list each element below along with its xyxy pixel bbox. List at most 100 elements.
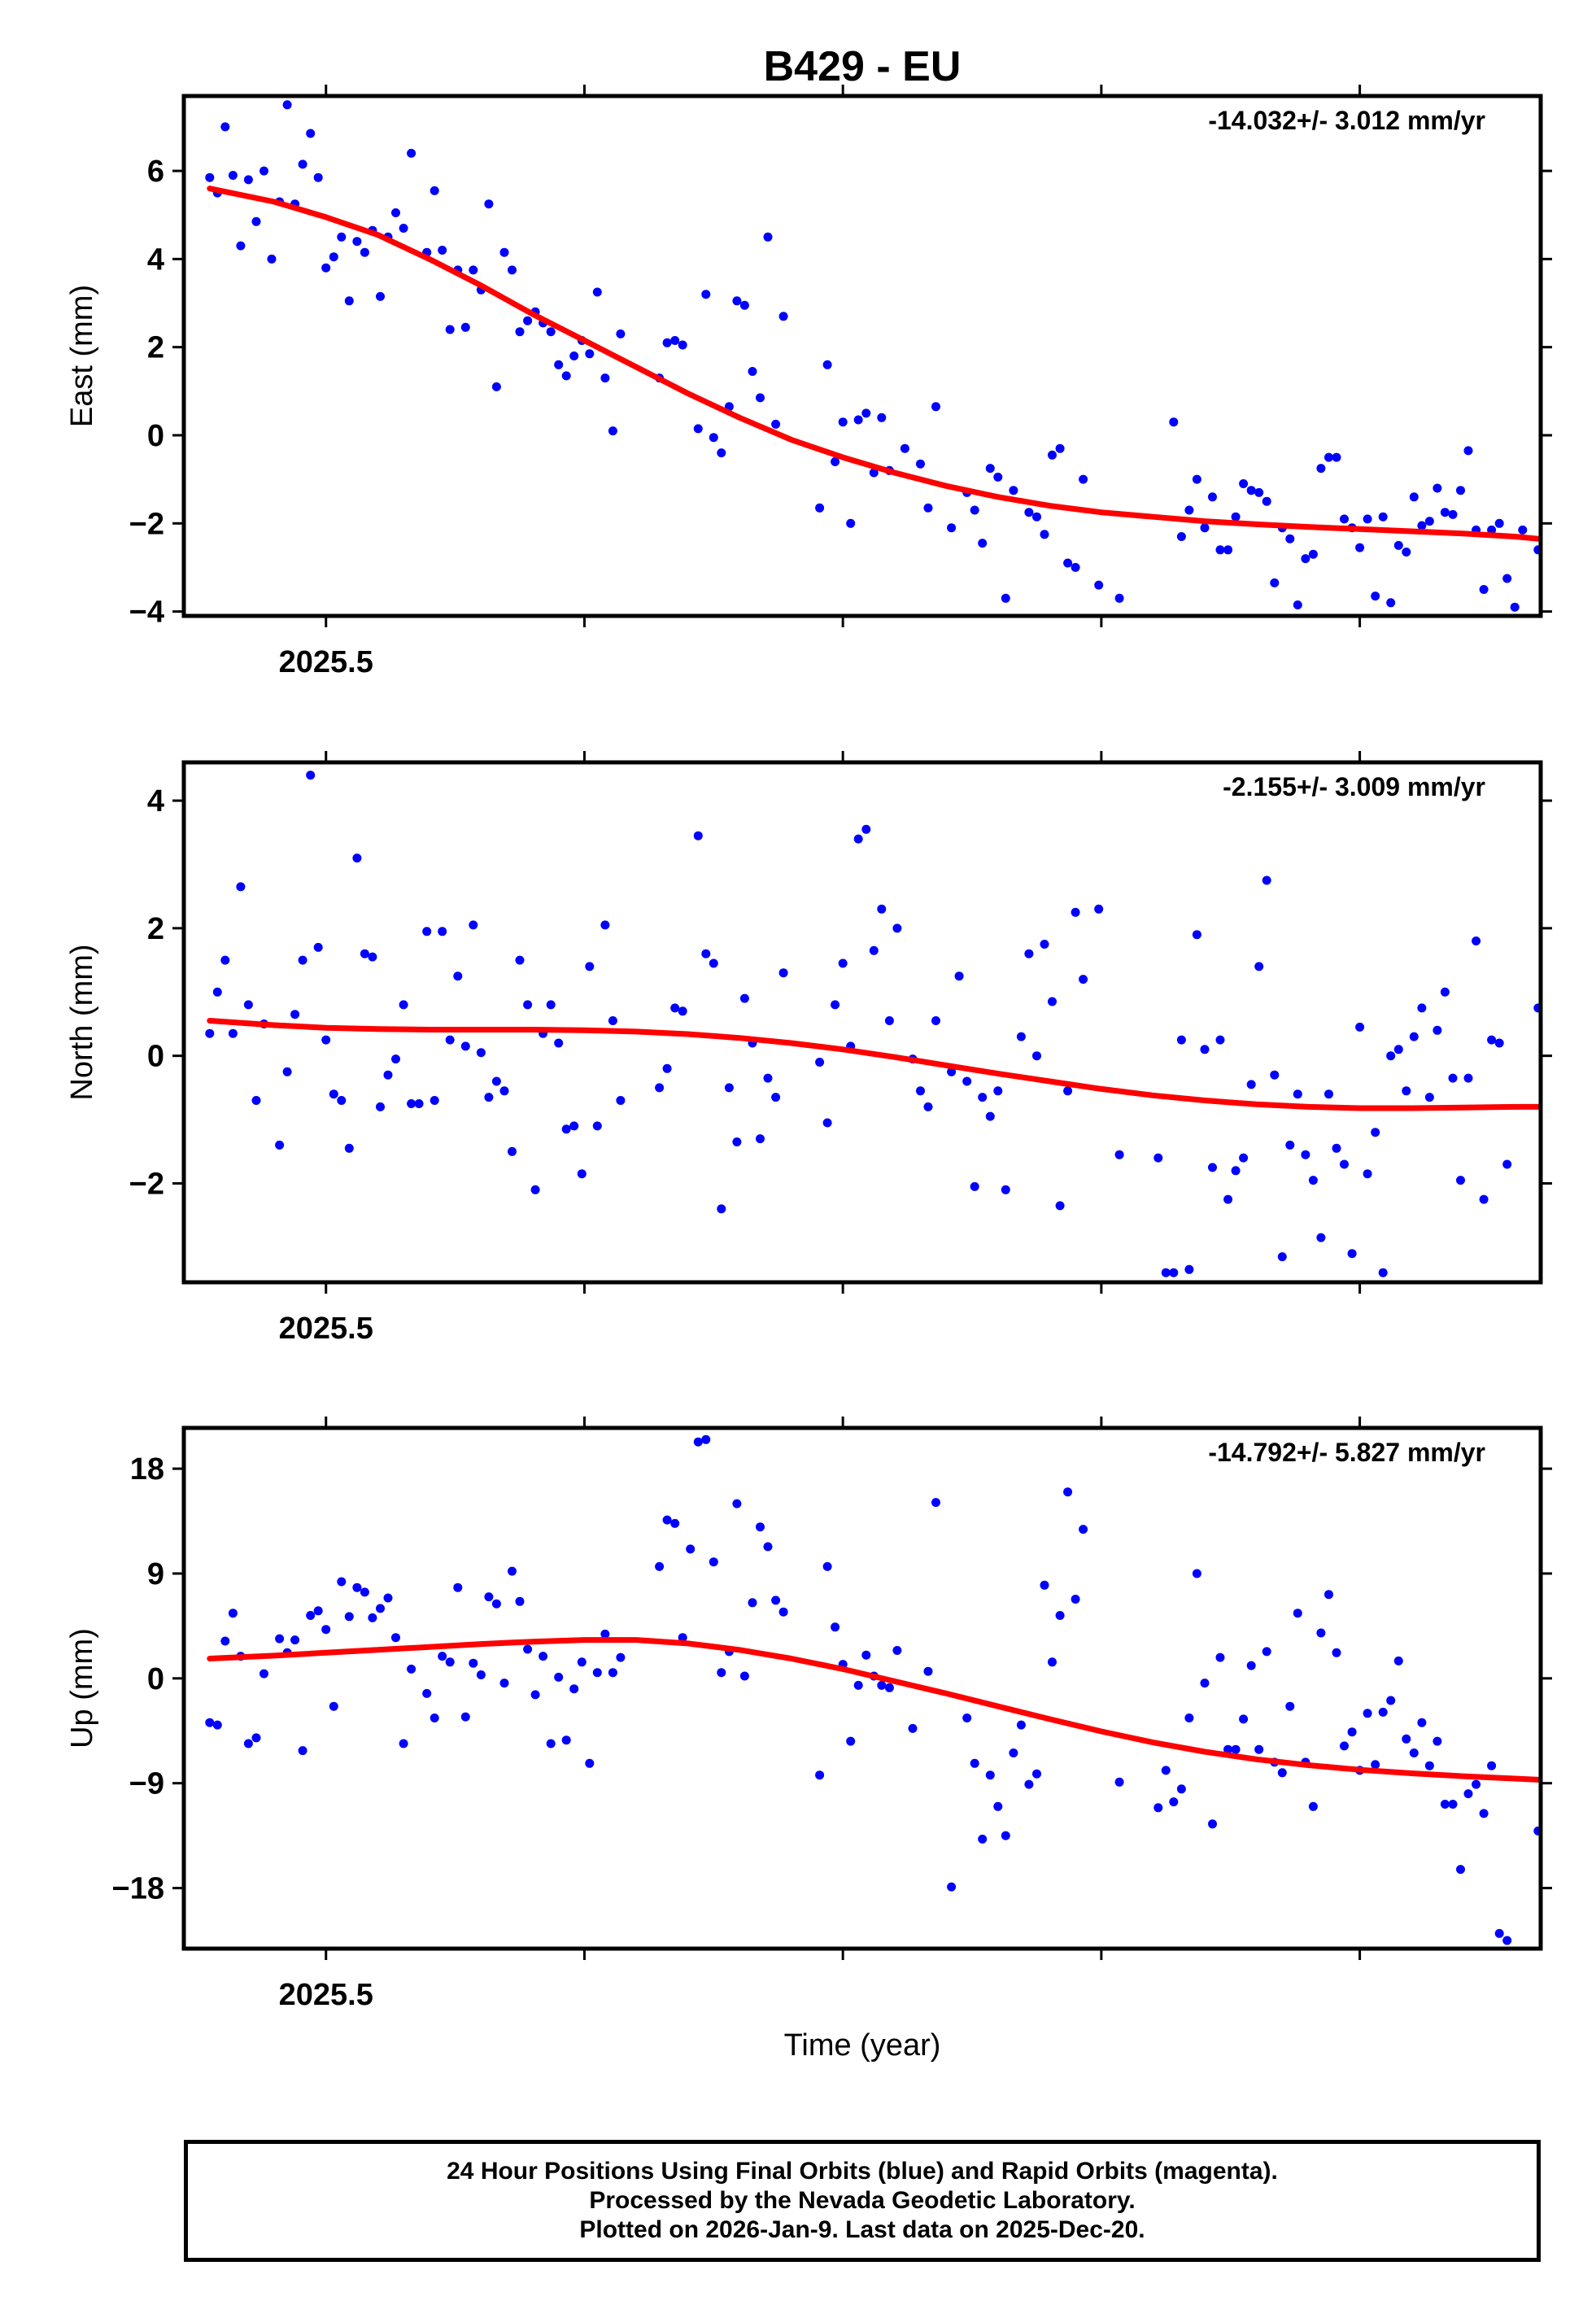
data-point: [616, 1096, 626, 1105]
data-point: [1024, 949, 1034, 958]
data-point: [1094, 904, 1104, 914]
data-point: [931, 1498, 940, 1508]
data-point: [1518, 525, 1528, 535]
data-point: [368, 952, 377, 962]
data-point: [530, 1690, 540, 1700]
data-point: [376, 1604, 385, 1613]
data-point: [1479, 1809, 1489, 1818]
data-point: [290, 1010, 300, 1019]
data-point: [205, 172, 215, 182]
data-point: [484, 1093, 494, 1102]
data-point: [438, 246, 447, 255]
data-point: [1184, 505, 1194, 515]
data-point: [585, 1758, 595, 1768]
data-point: [1270, 1070, 1280, 1080]
data-point: [469, 265, 478, 275]
data-point: [600, 373, 610, 383]
data-point: [445, 325, 455, 334]
data-point: [438, 1652, 447, 1661]
data-point: [970, 1758, 979, 1768]
data-point: [1016, 1720, 1026, 1730]
data-point: [1340, 1159, 1349, 1169]
data-point: [846, 518, 856, 528]
data-point: [1285, 534, 1295, 544]
data-point: [831, 457, 840, 466]
data-point: [600, 920, 610, 930]
data-point: [1048, 1657, 1057, 1667]
data-point: [1347, 1727, 1357, 1737]
data-point: [282, 1067, 292, 1076]
data-point: [1301, 554, 1310, 564]
data-point: [701, 290, 711, 299]
footer-note: 24 Hour Positions Using Final Orbits (bl…: [184, 2140, 1541, 2262]
data-point: [732, 1499, 742, 1508]
data-point: [438, 927, 447, 936]
data-point: [931, 1016, 940, 1025]
data-point: [352, 237, 362, 247]
data-point: [1009, 486, 1018, 495]
data-point: [422, 927, 432, 936]
data-point: [739, 1671, 749, 1681]
data-point: [515, 1596, 525, 1606]
data-point: [1016, 1032, 1026, 1041]
data-point: [1001, 593, 1010, 603]
data-point: [861, 408, 871, 418]
data-point: [290, 1635, 300, 1645]
data-point: [499, 1086, 509, 1096]
data-point: [259, 1669, 268, 1679]
data-point: [1316, 1233, 1326, 1242]
north-points: [205, 771, 1541, 1277]
data-point: [352, 1583, 362, 1592]
data-point: [585, 349, 595, 359]
data-point: [243, 175, 253, 185]
data-point: [445, 1657, 455, 1667]
data-point: [1200, 523, 1210, 533]
x-tick-label: 2025.5: [279, 1312, 373, 1346]
data-point: [962, 1713, 972, 1722]
data-point: [554, 1672, 564, 1682]
data-point: [1169, 1797, 1179, 1807]
data-point: [1231, 512, 1241, 522]
data-point: [360, 1587, 369, 1597]
data-point: [1040, 1580, 1049, 1590]
data-point: [709, 433, 718, 443]
data-point: [220, 1636, 230, 1646]
data-point: [476, 1670, 486, 1679]
footer-line-processed: Processed by the Nevada Geodetic Laborat…: [589, 2187, 1136, 2214]
data-point: [1079, 975, 1088, 984]
data-point: [931, 402, 940, 412]
data-point: [508, 265, 517, 275]
data-point: [838, 417, 848, 427]
data-point: [616, 1652, 626, 1662]
data-point: [655, 1561, 665, 1571]
data-point: [236, 241, 246, 251]
data-point: [947, 523, 957, 533]
data-point: [1192, 474, 1201, 484]
data-point: [313, 172, 323, 182]
data-point: [869, 468, 879, 478]
data-point: [1308, 1801, 1318, 1811]
figure-title: B429 - EU: [764, 43, 962, 90]
data-point: [1032, 1769, 1041, 1779]
data-point: [822, 1118, 832, 1128]
data-point: [1079, 474, 1088, 484]
data-point: [686, 1544, 696, 1554]
data-point: [251, 1096, 261, 1105]
east-panel: −4 −2 0 2 4 6 2025.5 East (mm) -14.032+/- 3.012 …: [65, 85, 1552, 679]
data-point: [1161, 1268, 1171, 1277]
data-point: [1262, 496, 1271, 506]
data-point: [1032, 1051, 1041, 1061]
data-point: [275, 1634, 285, 1644]
data-point: [530, 1185, 540, 1194]
data-point: [414, 1099, 424, 1108]
data-point: [1063, 1487, 1073, 1497]
data-point: [1055, 443, 1065, 453]
data-point: [391, 1054, 400, 1064]
data-point: [1308, 549, 1318, 559]
data-point: [1114, 593, 1124, 603]
data-point: [360, 247, 369, 257]
up-panel: −18 −9 0 9 18 2025.5 Up (mm) -14.792+/- 5.827 m…: [65, 1417, 1552, 2063]
data-point: [1231, 1744, 1241, 1754]
data-point: [1208, 492, 1217, 502]
